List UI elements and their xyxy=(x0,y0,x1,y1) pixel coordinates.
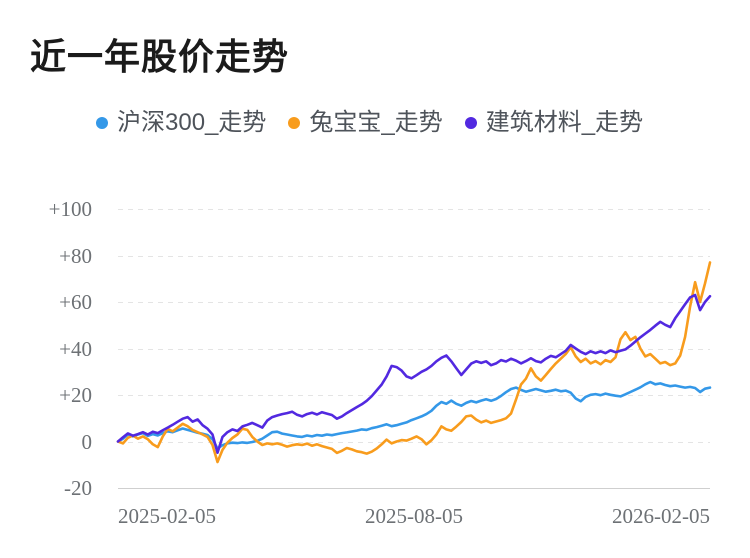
legend: 沪深300_走势 兔宝宝_走势 建筑材料_走势 xyxy=(96,108,643,138)
legend-item-hs300[interactable]: 沪深300_走势 xyxy=(96,108,266,138)
x-axis-tick-label: 2026-02-05 xyxy=(612,504,710,528)
series-line-3 xyxy=(116,293,712,455)
x-axis-tick-label: 2025-08-05 xyxy=(365,504,463,528)
legend-label: 兔宝宝_走势 xyxy=(309,109,443,136)
y-axis-tick-label: 0 xyxy=(81,429,93,454)
x-axis-tick-label: 2025-02-05 xyxy=(118,504,216,528)
legend-label: 建筑材料_走势 xyxy=(485,109,644,136)
chart-title: 近一年股价走势 xyxy=(30,36,290,77)
legend-label: 沪深300_走势 xyxy=(117,109,267,136)
legend-item-building-materials[interactable]: 建筑材料_走势 xyxy=(464,108,644,138)
legend-marker-icon xyxy=(96,117,108,129)
y-axis-tick-label: +80 xyxy=(59,243,92,268)
y-axis-tick-label: +20 xyxy=(59,383,92,407)
y-axis-tick-label: +60 xyxy=(59,290,92,314)
series-line-2 xyxy=(116,261,712,464)
y-axis-tick-label: +40 xyxy=(59,336,92,361)
y-axis-tick-label: -20 xyxy=(64,476,92,500)
legend-item-tubaobao[interactable]: 兔宝宝_走势 xyxy=(288,108,443,138)
y-axis-tick-label: +100 xyxy=(48,197,92,221)
legend-marker-icon xyxy=(464,117,477,129)
legend-marker-icon xyxy=(288,117,301,129)
